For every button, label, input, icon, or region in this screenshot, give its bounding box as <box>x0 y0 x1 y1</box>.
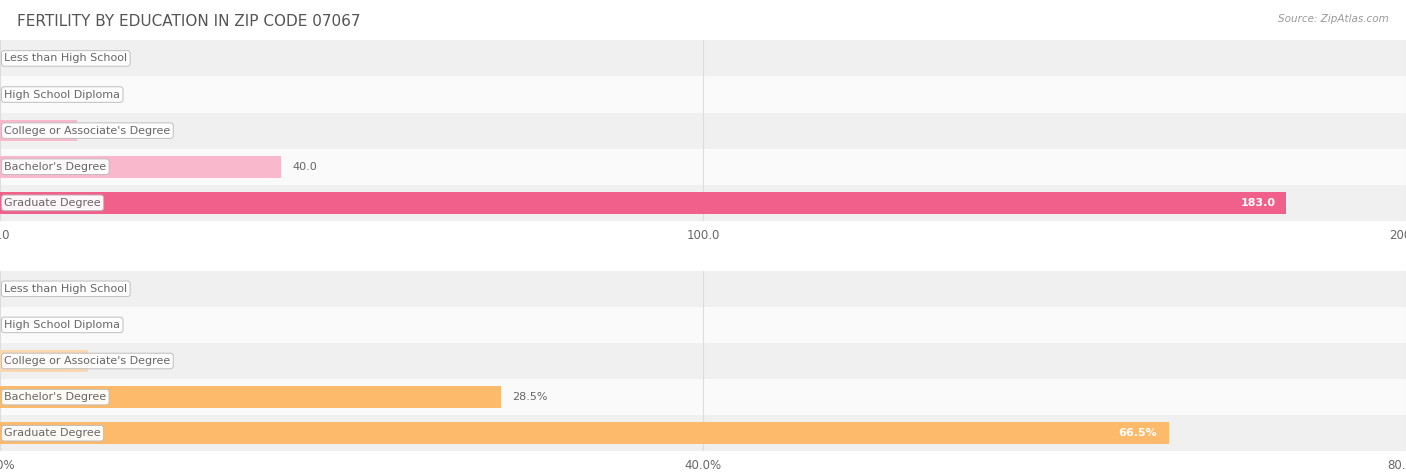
Bar <box>0 307 1406 343</box>
Bar <box>0 415 1406 451</box>
Text: College or Associate's Degree: College or Associate's Degree <box>4 125 170 136</box>
Bar <box>0 120 77 142</box>
Text: 28.5%: 28.5% <box>512 392 547 402</box>
Text: 40.0: 40.0 <box>292 162 318 172</box>
Text: Less than High School: Less than High School <box>4 284 128 294</box>
Text: 11.0: 11.0 <box>89 125 114 136</box>
Text: Bachelor's Degree: Bachelor's Degree <box>4 392 107 402</box>
Bar <box>0 149 1406 185</box>
Bar <box>0 271 1406 307</box>
Text: Less than High School: Less than High School <box>4 53 128 64</box>
Text: 0.0: 0.0 <box>11 89 30 100</box>
Bar <box>0 343 1406 379</box>
Bar <box>0 379 1406 415</box>
Text: 0.0: 0.0 <box>11 53 30 64</box>
Text: Graduate Degree: Graduate Degree <box>4 198 101 208</box>
Text: 0.0%: 0.0% <box>11 284 39 294</box>
Bar <box>0 192 1286 214</box>
Bar <box>0 113 1406 149</box>
Text: 5.0%: 5.0% <box>98 356 128 366</box>
Bar <box>0 156 281 178</box>
Bar <box>0 40 1406 76</box>
Text: Source: ZipAtlas.com: Source: ZipAtlas.com <box>1278 14 1389 24</box>
Bar <box>0 76 1406 113</box>
Bar <box>0 386 501 408</box>
Text: 183.0: 183.0 <box>1240 198 1275 208</box>
Text: College or Associate's Degree: College or Associate's Degree <box>4 356 170 366</box>
Bar <box>0 185 1406 221</box>
Text: Graduate Degree: Graduate Degree <box>4 428 101 438</box>
Bar <box>0 350 87 372</box>
Bar <box>0 422 1168 444</box>
Text: FERTILITY BY EDUCATION IN ZIP CODE 07067: FERTILITY BY EDUCATION IN ZIP CODE 07067 <box>17 14 360 29</box>
Text: High School Diploma: High School Diploma <box>4 89 121 100</box>
Text: 0.0%: 0.0% <box>11 320 39 330</box>
Text: Bachelor's Degree: Bachelor's Degree <box>4 162 107 172</box>
Text: 66.5%: 66.5% <box>1119 428 1157 438</box>
Text: High School Diploma: High School Diploma <box>4 320 121 330</box>
